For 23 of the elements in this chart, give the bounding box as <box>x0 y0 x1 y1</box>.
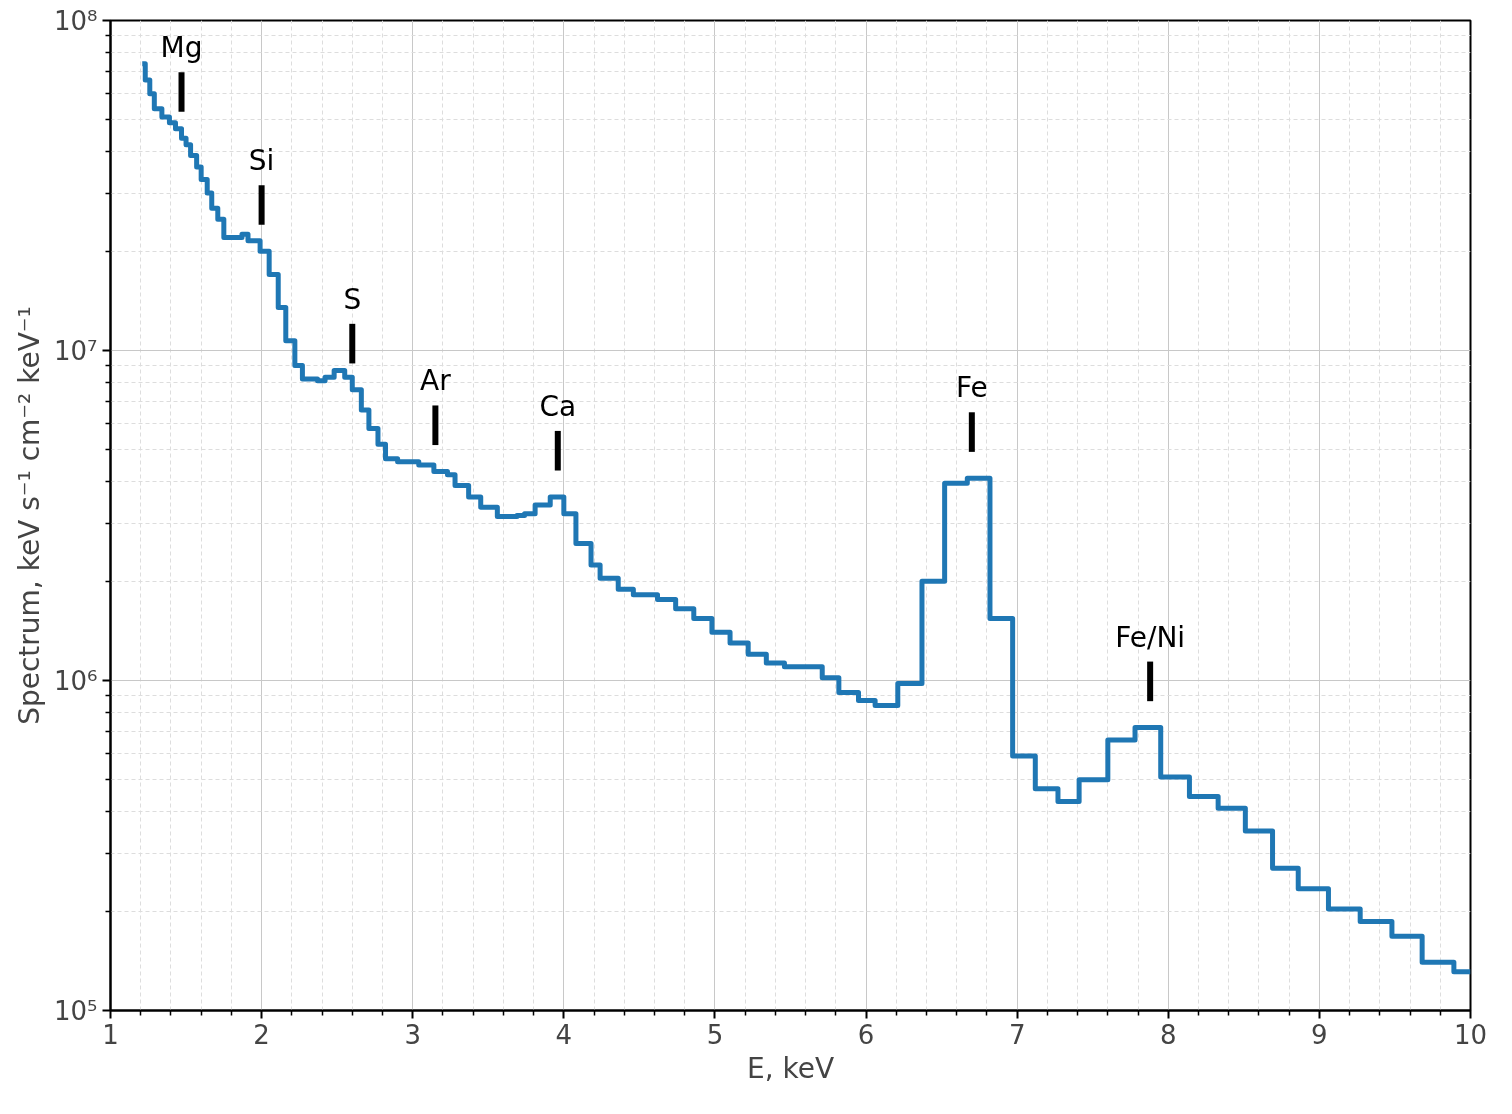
x-tick-label: 2 <box>253 1019 270 1050</box>
x-tick-label: 1 <box>102 1019 119 1050</box>
y-tick-label: 10⁸ <box>53 5 98 36</box>
x-axis-title: E, keV <box>746 1051 835 1085</box>
y-tick-label: 10⁶ <box>53 665 98 696</box>
annotation: Fe/Ni <box>1115 620 1186 654</box>
annotation: Fe <box>955 371 988 405</box>
annotation: S <box>343 282 362 316</box>
y-tick-label: 10⁵ <box>53 995 98 1026</box>
annotation: Mg <box>160 31 203 65</box>
x-tick-label: 6 <box>857 1019 875 1050</box>
x-tick-label: 5 <box>706 1019 724 1050</box>
annotation: Ar <box>420 364 452 398</box>
y-axis-title: Spectrum, keV s⁻¹ cm⁻² keV⁻¹ <box>12 306 46 725</box>
x-tick-label: 3 <box>404 1019 421 1050</box>
x-tick-label: 8 <box>1160 1019 1177 1050</box>
annotation: Ca <box>539 389 577 423</box>
x-tick-label: 10 <box>1453 1019 1488 1050</box>
y-tick-label: 10⁷ <box>53 335 98 366</box>
annotation: Si <box>248 144 275 178</box>
x-tick-label: 4 <box>555 1019 573 1050</box>
x-tick-label: 9 <box>1311 1019 1328 1050</box>
x-tick-label: 7 <box>1008 1019 1026 1050</box>
